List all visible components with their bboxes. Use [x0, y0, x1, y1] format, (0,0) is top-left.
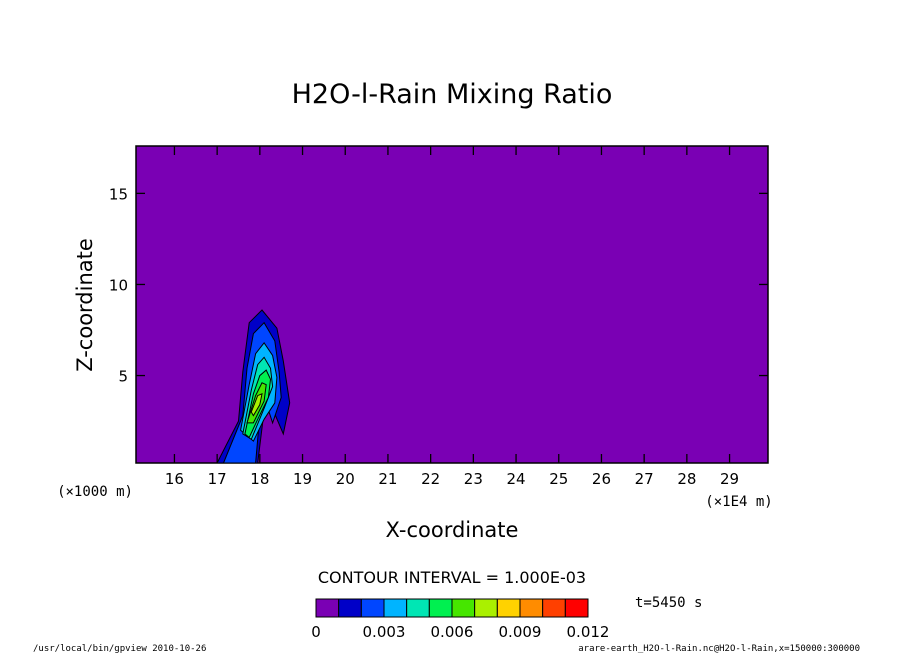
colorbar: [315, 598, 589, 618]
x-tick-label: 27: [635, 470, 654, 488]
y-tick-label: 10: [109, 276, 128, 294]
x-tick-label: 25: [549, 470, 568, 488]
x-tick-label: 26: [592, 470, 611, 488]
colorbar-tick-label: 0.012: [567, 623, 610, 641]
x-tick-labels: 16 17 18 19 20 21 22 23 24 25 26 27 28 29: [165, 470, 739, 488]
x-tick-label: 28: [677, 470, 696, 488]
colorbar-swatch: [338, 598, 362, 618]
y-tick-label: 15: [109, 185, 128, 203]
y-tick-labels: 5 10 15: [109, 185, 128, 385]
colorbar-swatch: [564, 598, 589, 618]
chart-title: H2O-l-Rain Mixing Ratio: [292, 79, 613, 110]
colorbar-swatch: [315, 598, 340, 618]
plot-area: [135, 145, 769, 464]
time-label: t=5450 s: [635, 595, 702, 611]
footer-right: arare-earth_H2O-l-Rain.nc@H2O-l-Rain,x=1…: [578, 644, 860, 654]
colorbar-swatch: [496, 598, 521, 618]
contour-field: [216, 309, 291, 464]
x-axis-label: X-coordinate: [386, 518, 519, 542]
x-tick-label: 17: [208, 470, 227, 488]
colorbar-tick-label: 0.003: [363, 623, 406, 641]
y-unit-label: (×1000 m): [57, 484, 133, 500]
colorbar-swatch: [519, 598, 544, 618]
x-tick-label: 23: [464, 470, 483, 488]
x-tick-label: 16: [165, 470, 184, 488]
contour-interval-label: CONTOUR INTERVAL = 1.000E-03: [318, 568, 586, 587]
x-tick-label: 18: [250, 470, 269, 488]
colorbar-tick-labels: 0 0.003 0.006 0.009 0.012: [311, 623, 609, 641]
colorbar-swatch: [542, 598, 566, 618]
plot-background: [135, 145, 769, 464]
colorbar-tick-label: 0.009: [499, 623, 542, 641]
axis-ticks: [136, 146, 768, 463]
colorbar-swatch: [383, 598, 408, 618]
colorbar-swatch: [451, 598, 476, 618]
contour-region: [250, 392, 263, 417]
x-tick-label: 22: [421, 470, 440, 488]
y-tick-label: 5: [118, 368, 128, 386]
x-tick-label: 21: [378, 470, 397, 488]
x-tick-label: 19: [293, 470, 312, 488]
colorbar-swatch: [428, 598, 453, 618]
x-tick-label: 24: [507, 470, 526, 488]
x-unit-label: (×1E4 m): [705, 494, 772, 510]
colorbar-swatch: [360, 598, 385, 618]
colorbar-swatch: [406, 598, 430, 618]
y-axis-label: Z-coordinate: [73, 238, 97, 372]
x-tick-label: 20: [336, 470, 355, 488]
footer-left: /usr/local/bin/gpview 2010-10-26: [33, 644, 206, 654]
x-tick-label: 29: [720, 470, 739, 488]
colorbar-swatch: [474, 598, 498, 618]
colorbar-tick-label: 0: [311, 623, 321, 641]
colorbar-tick-label: 0.006: [431, 623, 474, 641]
